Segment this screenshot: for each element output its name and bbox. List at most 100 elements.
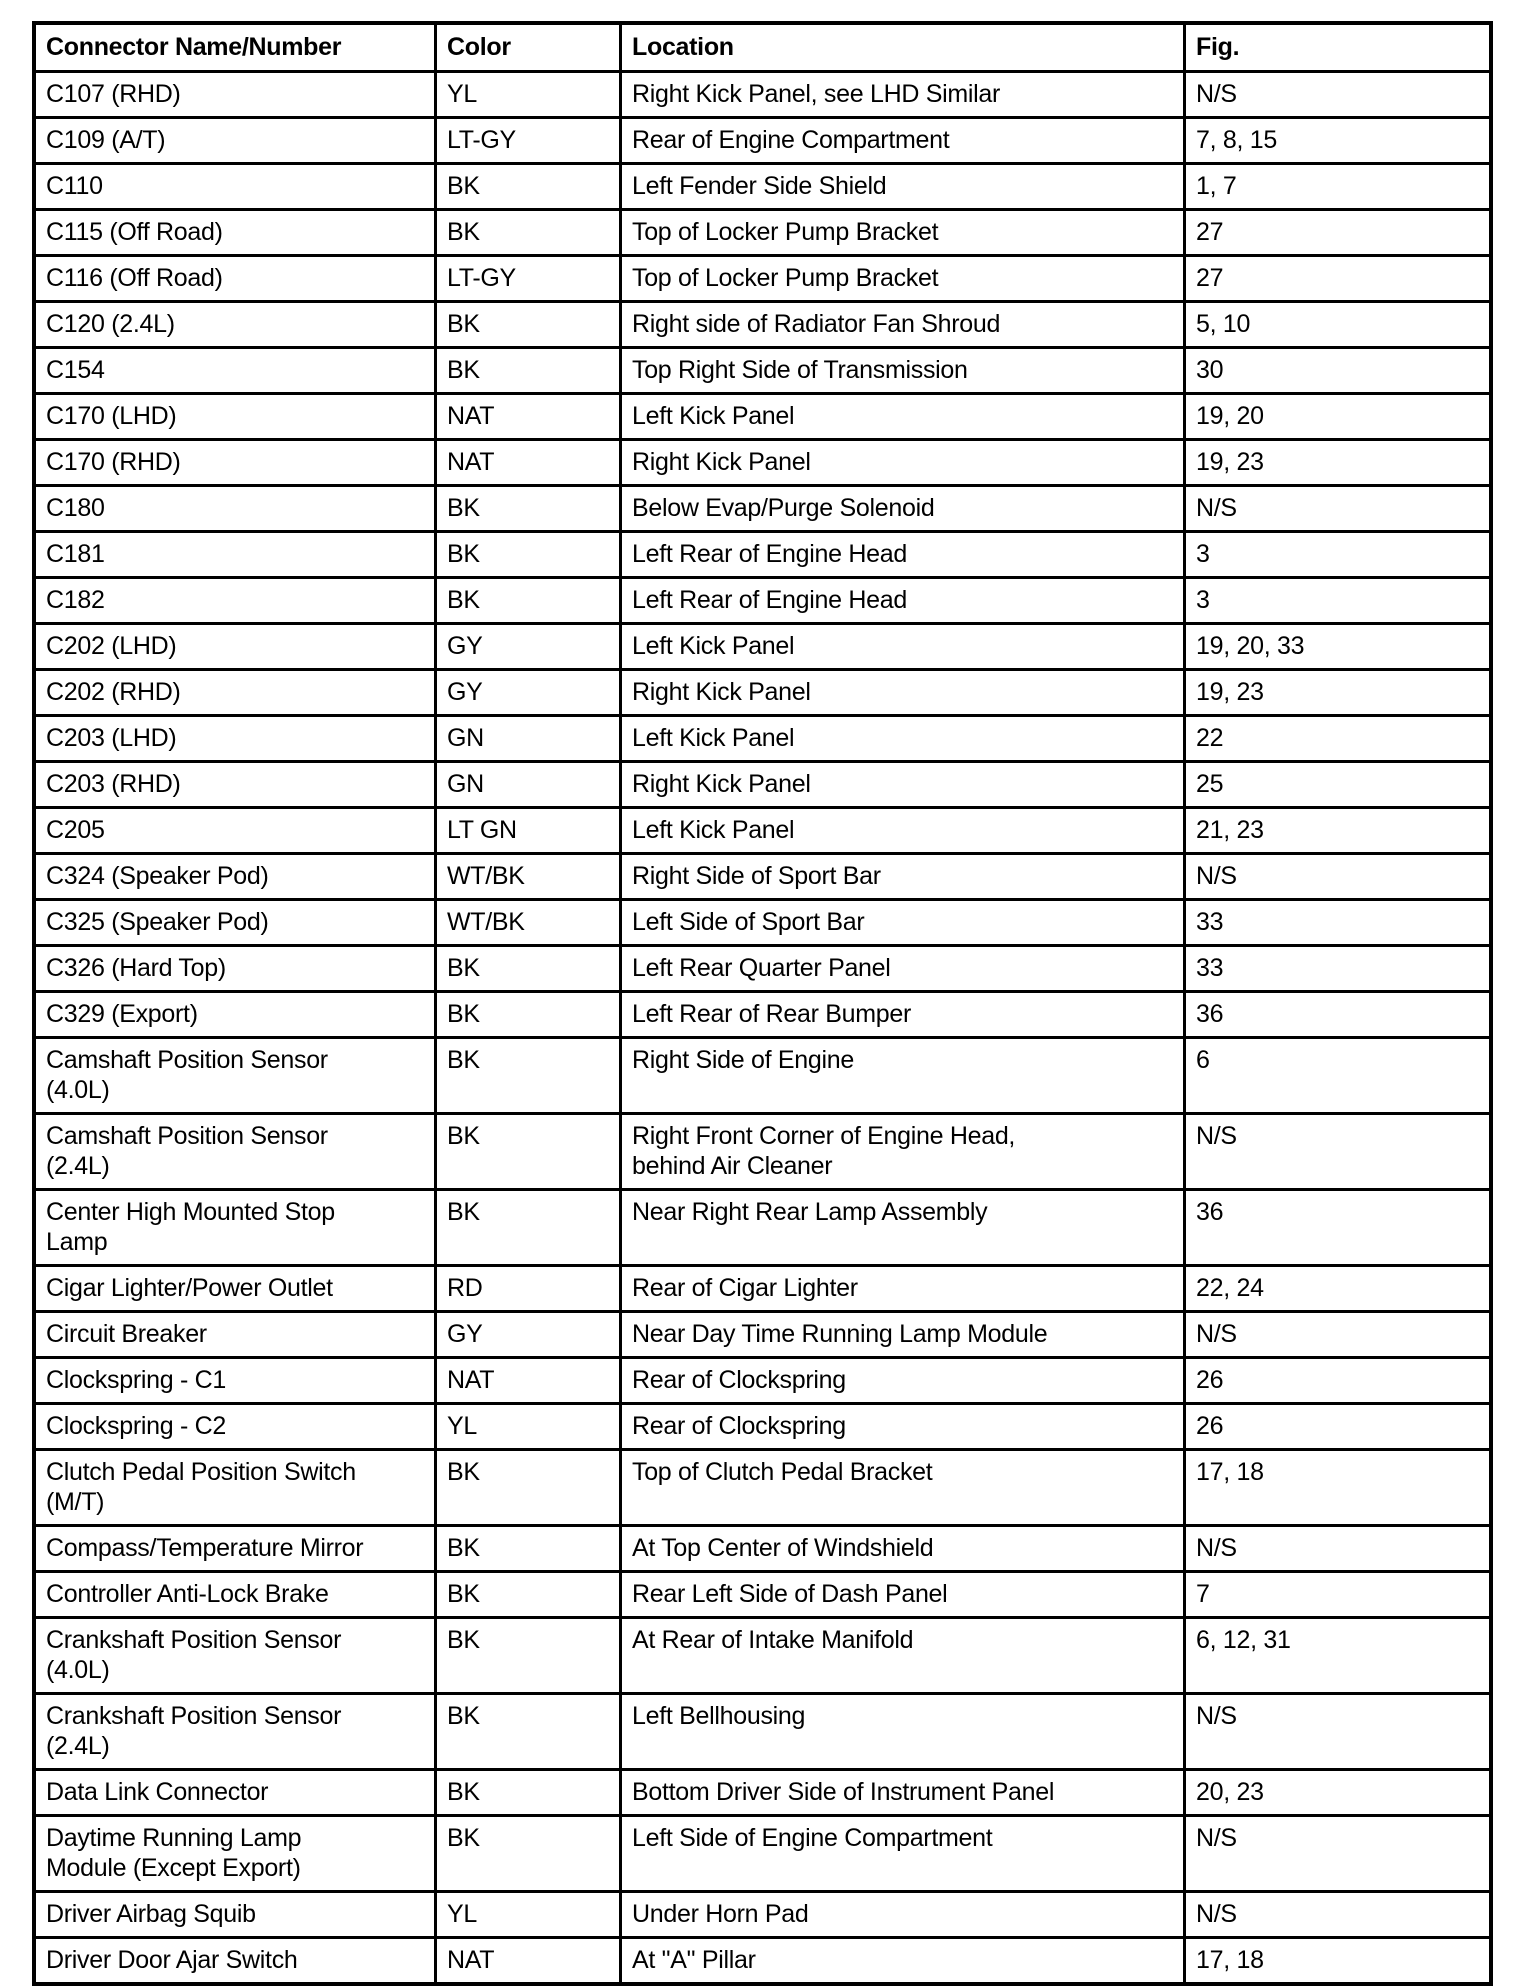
cell-connector-name: C170 (RHD) [32, 438, 437, 487]
table-row: C154 BK Top Right Side of Transmission 30 [32, 346, 1493, 395]
cell-location: At Top Center of Windshield [619, 1524, 1186, 1573]
cell-color: BK [434, 576, 622, 625]
cell-fig: 20, 23 [1183, 1768, 1493, 1817]
cell-location: Left Side of Sport Bar [619, 898, 1186, 947]
table-row: C110 BK Left Fender Side Shield 1, 7 [32, 162, 1493, 211]
table-row: C325 (Speaker Pod) WT/BK Left Side of Spor… [32, 898, 1493, 947]
cell-color: BK [434, 1448, 622, 1527]
cell-color: GY [434, 668, 622, 717]
cell-color: GN [434, 760, 622, 809]
cell-color: BK [434, 300, 622, 349]
cell-fig: 7, 8, 15 [1183, 116, 1493, 165]
cell-fig: 30 [1183, 346, 1493, 395]
cell-location: Left Kick Panel [619, 714, 1186, 763]
cell-connector-name: C325 (Speaker Pod) [32, 898, 437, 947]
cell-connector-name: Center High Mounted Stop Lamp [32, 1188, 437, 1267]
table-row: Camshaft Position Sensor (4.0L) BK Right S… [32, 1036, 1493, 1115]
cell-connector-name: C202 (RHD) [32, 668, 437, 717]
table-row: Controller Anti-Lock Brake BK Rear Left Si… [32, 1570, 1493, 1619]
cell-color: BK [434, 1570, 622, 1619]
table-row: Data Link Connector BK Bottom Driver Side … [32, 1768, 1493, 1817]
cell-fig: 1, 7 [1183, 162, 1493, 211]
table-row: Clockspring - C2 YL Rear of Clockspring 26 [32, 1402, 1493, 1451]
cell-color: NAT [434, 392, 622, 441]
cell-connector-name: Clutch Pedal Position Switch (M/T) [32, 1448, 437, 1527]
cell-connector-name: C203 (RHD) [32, 760, 437, 809]
cell-color: RD [434, 1264, 622, 1313]
table-row: Center High Mounted Stop Lamp BK Near Righ… [32, 1188, 1493, 1267]
header-fig: Fig. [1183, 21, 1493, 73]
cell-fig: 27 [1183, 208, 1493, 257]
header-connector-name: Connector Name/Number [32, 21, 437, 73]
table-row: C170 (RHD) NAT Right Kick Panel 19, 23 [32, 438, 1493, 487]
cell-location: Rear of Clockspring [619, 1356, 1186, 1405]
cell-connector-name: C203 (LHD) [32, 714, 437, 763]
cell-color: BK [434, 208, 622, 257]
cell-location: Left Rear of Rear Bumper [619, 990, 1186, 1039]
cell-location: Under Horn Pad [619, 1890, 1186, 1939]
cell-connector-name: Clockspring - C2 [32, 1402, 437, 1451]
cell-fig: 7 [1183, 1570, 1493, 1619]
cell-location: Near Right Rear Lamp Assembly [619, 1188, 1186, 1267]
cell-connector-name: C329 (Export) [32, 990, 437, 1039]
cell-fig: N/S [1183, 1310, 1493, 1359]
cell-location: Left Kick Panel [619, 806, 1186, 855]
cell-color: GY [434, 622, 622, 671]
table-row: C329 (Export) BK Left Rear of Rear Bumper 3… [32, 990, 1493, 1039]
cell-location: Left Rear Quarter Panel [619, 944, 1186, 993]
table-row: C203 (LHD) GN Left Kick Panel 22 [32, 714, 1493, 763]
cell-fig: 27 [1183, 254, 1493, 303]
cell-connector-name: Controller Anti-Lock Brake [32, 1570, 437, 1619]
cell-connector-name: C182 [32, 576, 437, 625]
cell-color: BK [434, 944, 622, 993]
cell-connector-name: Data Link Connector [32, 1768, 437, 1817]
cell-connector-name: C154 [32, 346, 437, 395]
cell-connector-name: C324 (Speaker Pod) [32, 852, 437, 901]
cell-location: Right Kick Panel [619, 668, 1186, 717]
cell-color: GY [434, 1310, 622, 1359]
cell-color: BK [434, 346, 622, 395]
table-row: C202 (RHD) GY Right Kick Panel 19, 23 [32, 668, 1493, 717]
cell-fig: 33 [1183, 898, 1493, 947]
cell-connector-name: C107 (RHD) [32, 70, 437, 119]
cell-color: BK [434, 484, 622, 533]
cell-fig: 5, 10 [1183, 300, 1493, 349]
table-row: C180 BK Below Evap/Purge Solenoid N/S [32, 484, 1493, 533]
cell-color: BK [434, 1036, 622, 1115]
header-color: Color [434, 21, 622, 73]
cell-connector-name: C109 (A/T) [32, 116, 437, 165]
cell-color: YL [434, 70, 622, 119]
cell-connector-name: Crankshaft Position Sensor (4.0L) [32, 1616, 437, 1695]
cell-connector-name: Clockspring - C1 [32, 1356, 437, 1405]
cell-location: Right Kick Panel, see LHD Similar [619, 70, 1186, 119]
cell-location: Bottom Driver Side of Instrument Panel [619, 1768, 1186, 1817]
cell-location: Rear of Cigar Lighter [619, 1264, 1186, 1313]
cell-color: NAT [434, 438, 622, 487]
cell-color: WT/BK [434, 898, 622, 947]
table-row: Daytime Running Lamp Module (Except Expo… [32, 1814, 1493, 1893]
table-header-row: Connector Name/Number Color Location Fig… [32, 21, 1493, 73]
cell-location: Top of Locker Pump Bracket [619, 208, 1186, 257]
cell-location: Top of Locker Pump Bracket [619, 254, 1186, 303]
cell-color: LT-GY [434, 116, 622, 165]
cell-fig: 26 [1183, 1356, 1493, 1405]
cell-fig: 17, 18 [1183, 1448, 1493, 1527]
cell-fig: N/S [1183, 484, 1493, 533]
cell-location: Left Kick Panel [619, 622, 1186, 671]
table-row: C181 BK Left Rear of Engine Head 3 [32, 530, 1493, 579]
cell-location: Right Front Corner of Engine Head, behin… [619, 1112, 1186, 1191]
cell-color: YL [434, 1890, 622, 1939]
cell-color: BK [434, 530, 622, 579]
cell-fig: 19, 20, 33 [1183, 622, 1493, 671]
table-row: Crankshaft Position Sensor (4.0L) BK At Re… [32, 1616, 1493, 1695]
table-row: C109 (A/T) LT-GY Rear of Engine Compartmen… [32, 116, 1493, 165]
table-row: C107 (RHD) YL Right Kick Panel, see LHD Si… [32, 70, 1493, 119]
cell-location: Top Right Side of Transmission [619, 346, 1186, 395]
table-row: Crankshaft Position Sensor (2.4L) BK Left … [32, 1692, 1493, 1771]
cell-location: Left Kick Panel [619, 392, 1186, 441]
cell-color: BK [434, 1616, 622, 1695]
cell-color: BK [434, 990, 622, 1039]
cell-color: BK [434, 1524, 622, 1573]
cell-location: Rear of Clockspring [619, 1402, 1186, 1451]
cell-color: BK [434, 1692, 622, 1771]
